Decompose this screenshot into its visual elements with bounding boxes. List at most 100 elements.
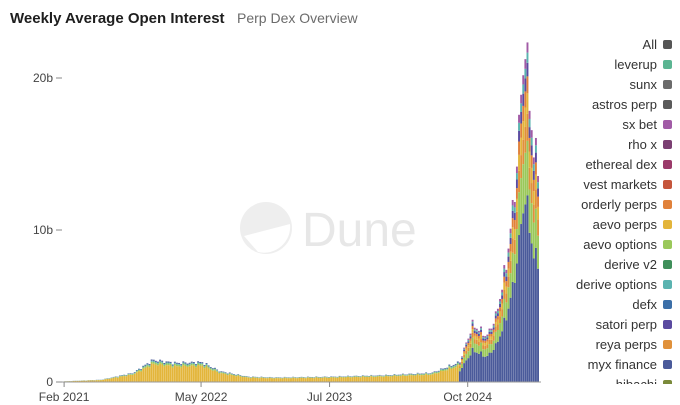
bar[interactable] xyxy=(192,362,195,382)
bar[interactable] xyxy=(173,361,176,382)
bar[interactable] xyxy=(355,375,358,382)
bar[interactable] xyxy=(458,362,461,382)
bar[interactable] xyxy=(195,364,197,382)
legend-item-defx[interactable]: defx xyxy=(522,294,672,314)
bar[interactable] xyxy=(85,380,88,382)
bar[interactable] xyxy=(524,59,527,382)
bar[interactable] xyxy=(439,368,442,382)
legend-item-hibachi[interactable]: hibachi xyxy=(522,374,672,384)
bar[interactable] xyxy=(304,377,307,382)
bar[interactable] xyxy=(537,175,539,382)
bar[interactable] xyxy=(340,376,343,382)
bar[interactable] xyxy=(325,376,328,382)
bar[interactable] xyxy=(150,359,153,382)
legend-item-vest-markets[interactable]: vest markets xyxy=(522,174,672,194)
bar[interactable] xyxy=(197,361,200,382)
bar[interactable] xyxy=(385,374,387,382)
bar[interactable] xyxy=(446,367,449,382)
bar[interactable] xyxy=(277,377,280,382)
legend-item-orderly-perps[interactable]: orderly perps xyxy=(522,194,672,214)
bar[interactable] xyxy=(140,369,143,382)
bar[interactable] xyxy=(165,361,168,382)
bar[interactable] xyxy=(114,376,117,382)
bar[interactable] xyxy=(110,377,113,382)
bar[interactable] xyxy=(469,333,472,382)
bar[interactable] xyxy=(205,363,208,382)
legend-item-myx-finance[interactable]: myx finance xyxy=(522,354,672,374)
bar[interactable] xyxy=(378,374,381,382)
bar[interactable] xyxy=(382,375,385,382)
bar[interactable] xyxy=(169,361,172,382)
bar[interactable] xyxy=(254,376,257,382)
bar[interactable] xyxy=(218,371,221,382)
bar[interactable] xyxy=(245,376,248,382)
bar[interactable] xyxy=(95,379,98,382)
bar[interactable] xyxy=(178,362,181,382)
bar[interactable] xyxy=(135,370,138,382)
bar[interactable] xyxy=(437,370,440,382)
bar[interactable] xyxy=(467,338,470,382)
bar[interactable] xyxy=(224,372,227,382)
bar[interactable] xyxy=(328,377,330,382)
bar[interactable] xyxy=(492,323,495,382)
bar[interactable] xyxy=(442,368,444,382)
bar[interactable] xyxy=(138,368,140,382)
bar[interactable] xyxy=(486,334,489,382)
bar[interactable] xyxy=(102,379,105,382)
bar[interactable] xyxy=(199,361,202,382)
bar[interactable] xyxy=(410,373,413,382)
legend-item-aevo-perps[interactable]: aevo perps xyxy=(522,214,672,234)
bar[interactable] xyxy=(256,376,259,382)
bar[interactable] xyxy=(182,361,185,382)
bar[interactable] xyxy=(216,369,219,382)
bar[interactable] xyxy=(414,374,417,382)
bar[interactable] xyxy=(104,378,107,382)
bar[interactable] xyxy=(313,377,316,382)
bar[interactable] xyxy=(93,380,96,382)
legend-item-sx-bet[interactable]: sx bet xyxy=(522,114,672,134)
bar[interactable] xyxy=(144,364,147,382)
bar[interactable] xyxy=(477,330,480,382)
bar[interactable] xyxy=(494,311,497,382)
bar[interactable] xyxy=(463,347,466,382)
bar[interactable] xyxy=(121,375,124,382)
bar[interactable] xyxy=(387,375,390,382)
bar[interactable] xyxy=(444,368,447,382)
legend-item-sunx[interactable]: sunx xyxy=(522,74,672,94)
bar[interactable] xyxy=(368,375,371,382)
bar[interactable] xyxy=(391,375,394,382)
bar[interactable] xyxy=(306,376,309,382)
bar[interactable] xyxy=(518,114,520,382)
bar[interactable] xyxy=(262,377,265,382)
bar[interactable] xyxy=(201,362,204,382)
bar[interactable] xyxy=(423,373,425,382)
bar[interactable] xyxy=(309,376,311,382)
bar[interactable] xyxy=(420,373,423,382)
bar[interactable] xyxy=(425,372,428,382)
bar[interactable] xyxy=(435,371,438,382)
bar[interactable] xyxy=(361,375,364,382)
bar[interactable] xyxy=(363,375,366,382)
bar[interactable] xyxy=(501,289,504,382)
bar[interactable] xyxy=(351,376,354,382)
bar[interactable] xyxy=(222,371,225,382)
bar[interactable] xyxy=(338,375,341,382)
bar[interactable] xyxy=(76,380,79,382)
bar[interactable] xyxy=(163,362,166,382)
bar[interactable] xyxy=(188,362,191,382)
bar[interactable] xyxy=(342,376,345,382)
bar[interactable] xyxy=(366,375,368,382)
bar[interactable] xyxy=(247,376,250,382)
bar[interactable] xyxy=(482,335,485,382)
bar[interactable] xyxy=(249,377,252,382)
legend-item-derive-v2[interactable]: derive v2 xyxy=(522,254,672,274)
chart-subtitle[interactable]: Perp Dex Overview xyxy=(237,10,358,26)
bar[interactable] xyxy=(97,379,100,382)
bar[interactable] xyxy=(429,373,432,382)
bar[interactable] xyxy=(408,373,411,382)
bar[interactable] xyxy=(233,374,235,382)
bar[interactable] xyxy=(450,366,453,382)
bar[interactable] xyxy=(511,199,514,382)
bar[interactable] xyxy=(505,269,508,382)
bar[interactable] xyxy=(148,364,151,382)
